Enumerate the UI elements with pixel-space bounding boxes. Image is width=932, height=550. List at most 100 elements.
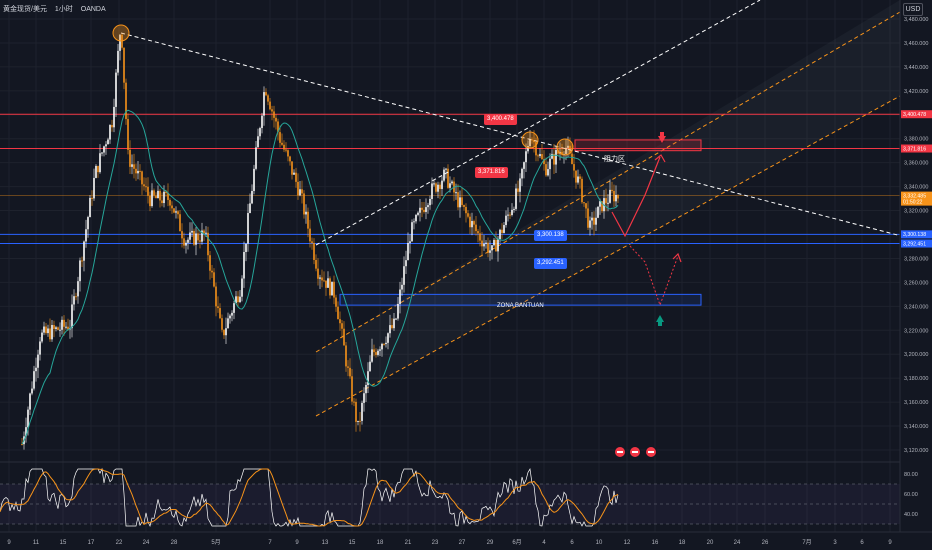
- price-label: 3,371.816: [903, 146, 926, 152]
- price-label-box: [901, 110, 932, 119]
- candle-body: [401, 284, 403, 290]
- candle-body: [241, 278, 243, 297]
- price-axis: [900, 0, 932, 550]
- candle-body: [431, 183, 433, 199]
- candle-body: [505, 215, 507, 226]
- candle-body: [185, 242, 187, 246]
- candle-body: [215, 286, 217, 307]
- candle-body: [347, 366, 349, 368]
- channel-lower-line: [315, 95, 901, 417]
- symbol-label[interactable]: 黄金现货/美元: [3, 6, 47, 13]
- candle-body: [65, 326, 67, 328]
- candle-body: [97, 165, 99, 173]
- candle-body: [289, 156, 291, 162]
- candle-body: [207, 232, 209, 256]
- candle-body: [327, 278, 329, 288]
- candle-body: [443, 169, 445, 181]
- chart-header: 黄金现货/美元 1小时 OANDA: [3, 4, 112, 14]
- currency-button[interactable]: USD: [903, 3, 923, 16]
- time-tick-label: 28: [171, 540, 178, 546]
- candle-body: [301, 189, 303, 194]
- candle-body: [85, 229, 87, 242]
- candle-body: [357, 420, 359, 422]
- candle-body: [83, 241, 85, 261]
- candle-body: [469, 216, 471, 228]
- candle-body: [109, 125, 111, 140]
- candle-body: [25, 427, 27, 437]
- candle-body: [363, 393, 365, 403]
- candle-body: [585, 203, 587, 209]
- candle-body: [73, 296, 75, 305]
- candle-body: [361, 402, 363, 421]
- candle-body: [115, 72, 117, 107]
- candle-body: [613, 190, 615, 202]
- candle-body: [29, 393, 31, 410]
- candle-body: [149, 195, 151, 207]
- time-tick-label: 13: [322, 540, 329, 546]
- rsi-tick-label: 60.00: [904, 492, 918, 498]
- interval-label[interactable]: 1小时: [54, 6, 73, 13]
- candle-body: [351, 376, 353, 402]
- candle-body: [377, 350, 379, 355]
- time-tick-label: 17: [88, 540, 95, 546]
- candle-body: [37, 354, 39, 368]
- price-tick-label: 3,240.000: [904, 304, 928, 310]
- candle-body: [167, 193, 169, 200]
- event-icon[interactable]: [629, 446, 641, 458]
- candle-body: [163, 191, 165, 204]
- projection-path-down: [629, 245, 679, 307]
- price-tick-label: 3,480.000: [904, 17, 928, 23]
- time-tick-label: 9: [295, 540, 299, 546]
- candle-body: [81, 260, 83, 262]
- candle-body: [267, 95, 269, 102]
- candle-body: [203, 230, 205, 234]
- candle-body: [235, 296, 237, 304]
- price-tick-label: 3,280.000: [904, 256, 928, 262]
- candle-body: [195, 233, 197, 245]
- candle-body: [611, 189, 613, 191]
- price-tick-label: 3,420.000: [904, 89, 928, 95]
- candle-body: [33, 371, 35, 389]
- time-tick-label: 12: [624, 540, 631, 546]
- event-icon[interactable]: [645, 446, 657, 458]
- candle-body: [219, 308, 221, 319]
- candle-body: [187, 239, 189, 243]
- candle-body: [395, 318, 397, 320]
- candle-body: [311, 241, 313, 243]
- time-tick-label: 5月: [211, 539, 220, 546]
- price-tick-label: 3,380.000: [904, 137, 928, 143]
- candle-body: [281, 142, 283, 145]
- candle-body: [175, 211, 177, 213]
- candle-body: [191, 230, 193, 233]
- candle-body: [607, 202, 609, 204]
- candle-body: [595, 217, 597, 225]
- candle-body: [483, 243, 485, 247]
- candle-body: [237, 296, 239, 303]
- candle-body: [507, 214, 509, 216]
- candle-body: [609, 189, 611, 203]
- candle-body: [433, 183, 435, 185]
- candle-body: [171, 205, 173, 209]
- candle-body: [549, 158, 551, 170]
- candle-body: [385, 342, 387, 345]
- candle-body: [561, 151, 563, 155]
- price-tick-label: 3,200.000: [904, 352, 928, 358]
- candle-body: [397, 304, 399, 319]
- candle-body: [555, 150, 557, 165]
- rsi-line: [0, 467, 619, 528]
- candle-body: [287, 150, 289, 157]
- price-tick-label: 3,320.000: [904, 209, 928, 215]
- event-icon[interactable]: [614, 446, 626, 458]
- candle-body: [151, 190, 153, 207]
- candle-body: [515, 188, 517, 209]
- candle-body: [409, 241, 411, 244]
- candle-body: [63, 319, 65, 327]
- candle-body: [383, 343, 385, 345]
- candle-body: [565, 147, 567, 154]
- time-tick-label: 11: [33, 540, 40, 546]
- candle-body: [197, 233, 199, 241]
- candle-body: [375, 352, 377, 355]
- tag-support-low: 3,292.451: [534, 258, 567, 269]
- projection-path-up: [611, 156, 661, 238]
